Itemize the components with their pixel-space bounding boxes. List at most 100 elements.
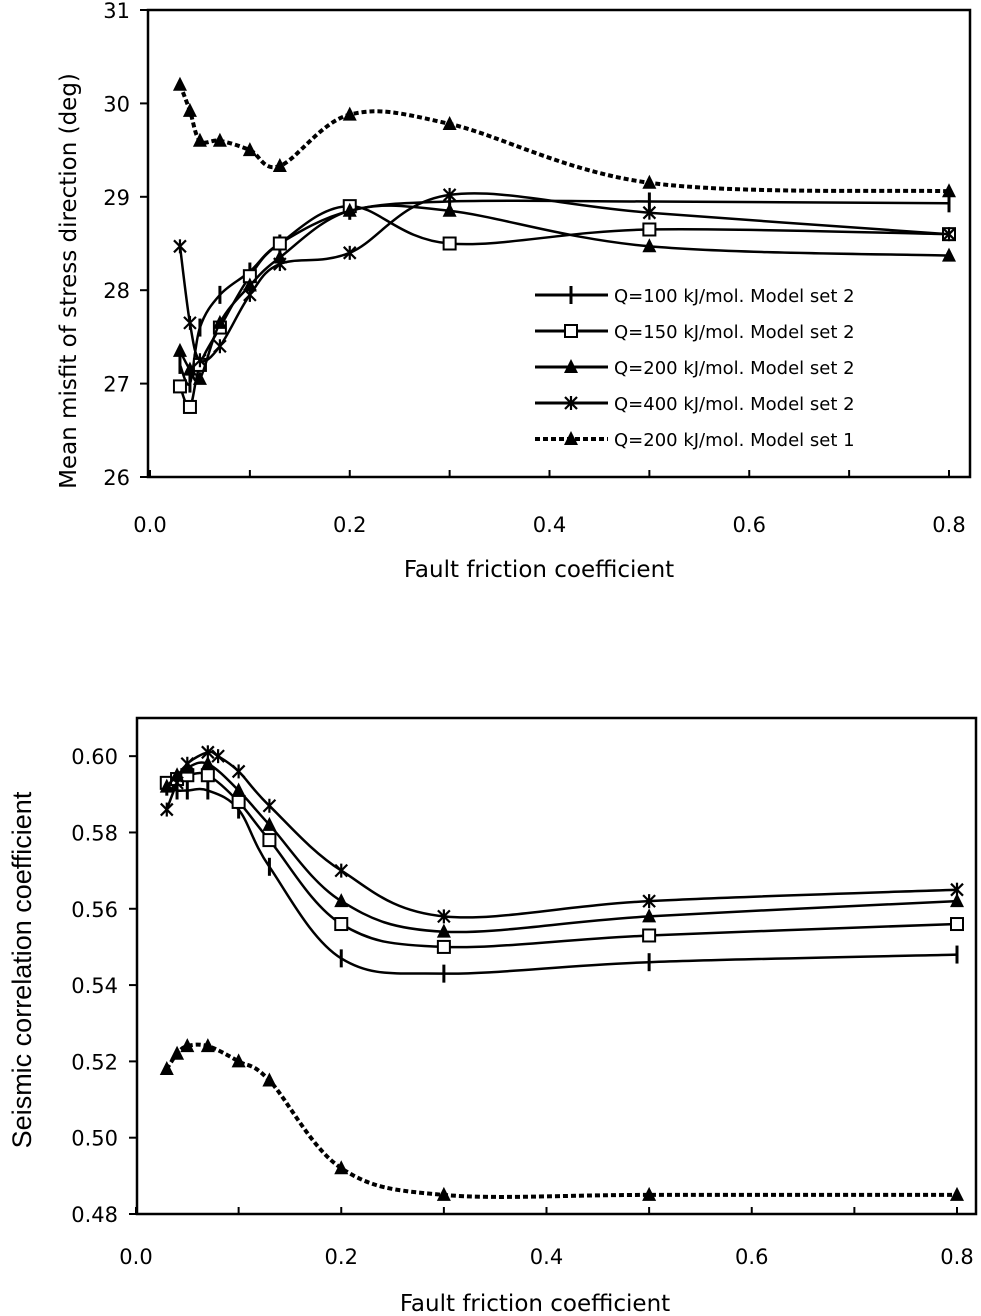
legend-label: Q=400 kJ/mol. Model set 2 <box>614 394 855 415</box>
legend: Q=100 kJ/mol. Model set 2 Q=150 kJ/mol. … <box>535 286 855 451</box>
data-point-square <box>200 768 215 783</box>
y-tick-label: 0.60 <box>71 745 118 769</box>
data-point-star <box>231 764 246 779</box>
data-point-star <box>183 315 197 330</box>
series-4 <box>160 745 964 924</box>
series-2 <box>159 768 964 954</box>
y-tick-label: 30 <box>103 92 130 116</box>
data-point-square <box>642 928 657 943</box>
tick-marks <box>140 9 950 478</box>
data-point-square <box>172 379 187 394</box>
legend-entry-q150-set2: Q=150 kJ/mol. Model set 2 <box>535 322 855 343</box>
data-point-square <box>272 236 287 251</box>
data-point-triangle <box>192 132 207 147</box>
x-tick-label: 0.0 <box>119 1245 152 1269</box>
y-tick-label: 26 <box>103 466 130 490</box>
legend-entry-q100-set2: Q=100 kJ/mol. Model set 2 <box>535 286 855 307</box>
data-point-triangle <box>942 247 956 262</box>
data-point-square <box>334 917 349 932</box>
legend-label: Q=100 kJ/mol. Model set 2 <box>614 286 855 307</box>
data-point-star <box>642 205 657 220</box>
data-point-star <box>201 745 215 760</box>
data-point-triangle <box>231 782 246 797</box>
y-tick-label: 0.56 <box>71 898 118 922</box>
y-tick-label: 29 <box>103 186 130 210</box>
data-point-square <box>182 399 197 414</box>
x-tick-label: 0.6 <box>733 513 766 537</box>
y-axis-label: Seismic correlation coefficient <box>7 791 37 1148</box>
legend-label: Q=150 kJ/mol. Model set 2 <box>614 322 855 343</box>
y-tick-label: 31 <box>103 0 130 23</box>
data-point-triangle <box>442 115 457 130</box>
data-point-star <box>950 882 964 897</box>
x-axis-label: Fault friction coefficient <box>400 1291 670 1316</box>
data-point-square <box>231 794 246 809</box>
data-point-triangle <box>231 1053 246 1068</box>
data-point-star <box>642 894 656 909</box>
data-point-star <box>170 775 184 790</box>
series-line <box>178 83 950 194</box>
panel-bottom: 0.0 0.2 0.4 0.6 0.8 0.48 0.50 0.52 0.54 0.56 0.58 0… <box>7 716 978 1316</box>
data-point-star <box>334 863 349 878</box>
data-point-star <box>193 353 207 368</box>
panel-top: 0.0 0.2 0.4 0.6 0.8 26 27 28 29 30 31 Fault fricti… <box>56 0 972 583</box>
legend-entry-q200-set2: Q=200 kJ/mol. Model set 2 <box>535 358 855 379</box>
series-5 <box>159 1038 964 1201</box>
series-line <box>166 785 958 975</box>
data-point-triangle <box>334 893 349 908</box>
data-point-triangle <box>334 1160 349 1175</box>
data-point-triangle <box>200 1038 215 1053</box>
data-point-triangle <box>942 183 956 198</box>
data-point-triangle <box>436 923 451 938</box>
series-1 <box>165 777 959 983</box>
data-point-triangle <box>182 361 197 376</box>
data-point-square <box>436 939 451 954</box>
data-point-square <box>950 917 964 932</box>
data-point-square <box>642 222 657 237</box>
plot-frame <box>146 8 972 479</box>
x-tick-label: 0.2 <box>333 513 366 537</box>
x-tick-label: 0.0 <box>133 513 166 537</box>
y-axis-label: Mean misfit of stress direction (deg) <box>56 73 82 489</box>
data-point-triangle <box>442 202 457 217</box>
data-point-triangle <box>262 816 277 831</box>
data-point-star <box>180 756 195 771</box>
x-tick-label: 0.4 <box>530 1245 563 1269</box>
series-line <box>165 1042 957 1199</box>
data-point-triangle <box>642 1186 657 1201</box>
x-tick-label: 0.4 <box>533 513 566 537</box>
x-axis-label: Fault friction coefficient <box>404 557 674 583</box>
y-tick-label: 0.52 <box>71 1050 118 1074</box>
data-point-triangle <box>342 202 357 217</box>
data-point-triangle <box>212 132 227 147</box>
x-tick-label: 0.8 <box>932 513 965 537</box>
legend-label: Q=200 kJ/mol. Model set 1 <box>614 430 855 451</box>
data-point-star <box>262 798 277 813</box>
data-point-triangle <box>212 314 227 329</box>
data-point-star <box>213 339 227 354</box>
y-tick-label: 0.48 <box>71 1203 118 1227</box>
data-point-triangle <box>172 76 187 91</box>
series-line <box>165 761 958 934</box>
series-3 <box>159 755 964 938</box>
plot-frame <box>135 716 978 1216</box>
legend-entry-q200-set1: Q=200 kJ/mol. Model set 1 <box>535 430 855 451</box>
tick-marks <box>129 755 958 1215</box>
x-tick-label: 0.8 <box>940 1245 973 1269</box>
data-point-star <box>437 909 451 924</box>
data-point-triangle <box>642 238 657 253</box>
data-point-triangle <box>262 1072 277 1087</box>
series-group <box>159 745 964 1201</box>
data-point-triangle <box>182 102 197 117</box>
data-point-triangle <box>950 1186 964 1201</box>
data-point-triangle <box>200 755 215 770</box>
data-point-star <box>173 239 187 254</box>
y-tick-label: 0.50 <box>71 1127 118 1151</box>
y-tick-label: 27 <box>103 373 130 397</box>
data-point-triangle <box>159 778 174 793</box>
data-point-triangle <box>242 142 257 157</box>
data-point-square <box>262 833 277 848</box>
data-point-star <box>942 227 956 242</box>
data-point-star <box>442 187 457 202</box>
